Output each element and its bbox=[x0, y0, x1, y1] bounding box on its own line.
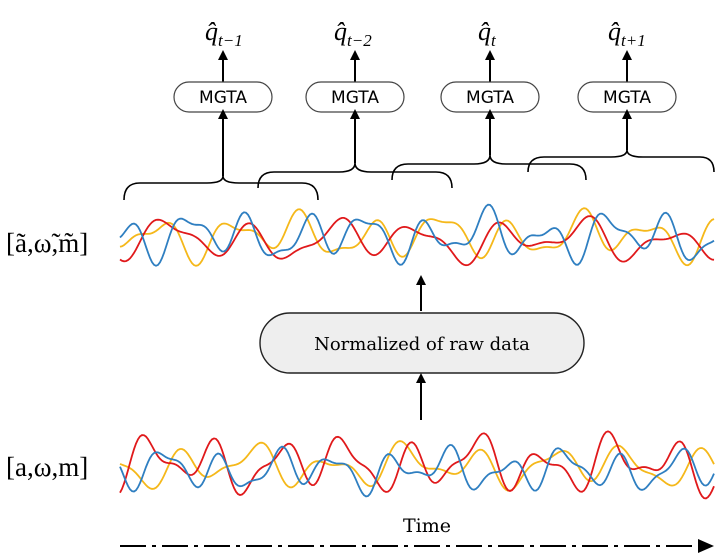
mgta-label-4: MGTA bbox=[603, 88, 651, 108]
normalized-series-yellow bbox=[119, 207, 715, 267]
output-q-2: q̂t−2 bbox=[334, 17, 372, 50]
normalized-series-blue bbox=[119, 203, 715, 267]
window-brace-3 bbox=[391, 154, 587, 181]
mgta-module-2: MGTA bbox=[305, 81, 405, 113]
mgta-module-3: MGTA bbox=[440, 81, 540, 113]
normalization-label: Normalized of raw data bbox=[314, 334, 530, 355]
mgta-label-2: MGTA bbox=[331, 88, 379, 108]
mgta-label-1: MGTA bbox=[199, 88, 247, 108]
raw-signal-label: [a,ω,m] bbox=[6, 452, 88, 482]
raw-signals bbox=[119, 430, 715, 500]
time-label: Time bbox=[403, 515, 451, 537]
raw-series-red bbox=[119, 430, 715, 500]
time-axis-arrowhead bbox=[698, 539, 714, 553]
output-labels: q̂t−1 q̂t−2 q̂t q̂t+1 bbox=[205, 17, 646, 50]
output-q-1: q̂t−1 bbox=[205, 17, 243, 50]
normalization-box: Normalized of raw data bbox=[259, 312, 585, 374]
mgta-module-4: MGTA bbox=[577, 81, 677, 113]
mgta-modules: MGTA MGTA MGTA MGTA bbox=[173, 81, 677, 113]
window-brace-2 bbox=[257, 162, 453, 189]
normalized-series-red bbox=[119, 215, 715, 267]
output-arrows bbox=[218, 50, 632, 82]
output-q-4: q̂t+1 bbox=[608, 17, 646, 50]
window-braces bbox=[123, 149, 715, 201]
mgta-module-1: MGTA bbox=[173, 81, 273, 113]
output-q-3: q̂t bbox=[478, 17, 497, 50]
raw-series-yellow bbox=[119, 440, 715, 492]
window-brace-4 bbox=[527, 149, 715, 173]
mgta-label-3: MGTA bbox=[466, 88, 514, 108]
window-brace-1 bbox=[123, 175, 319, 201]
normalized-signal-label: [ã,ω̃,m̃] bbox=[6, 228, 88, 258]
raw-series-blue bbox=[119, 443, 715, 498]
normalized-signals bbox=[119, 203, 715, 267]
brace-to-module-arrows bbox=[218, 109, 632, 176]
